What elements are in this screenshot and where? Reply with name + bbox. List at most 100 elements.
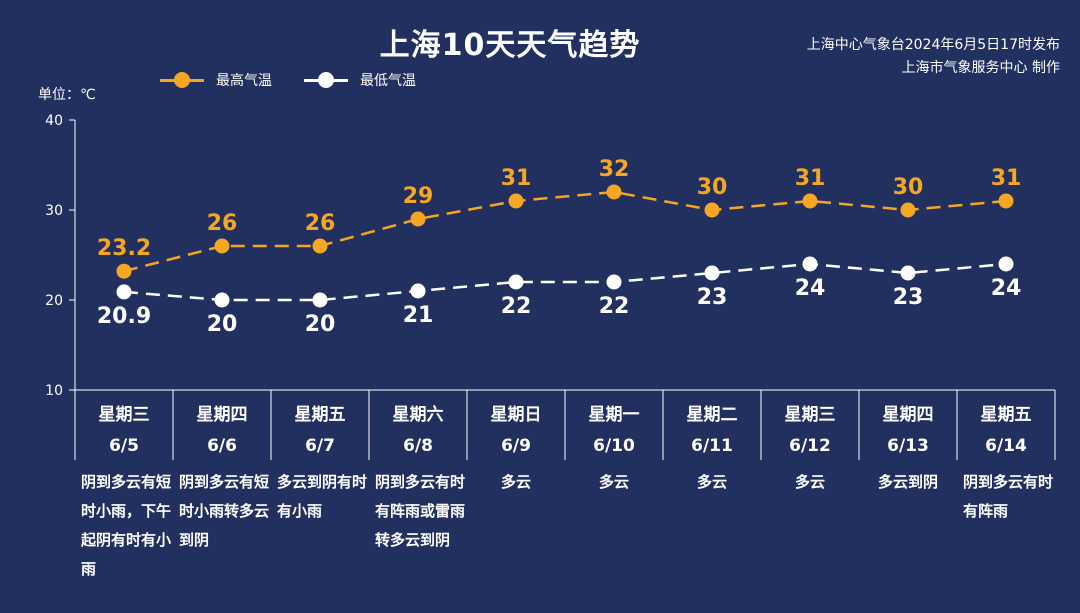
weather-description: 多云	[794, 473, 825, 491]
day-column: 星期一 6/10 多云	[565, 398, 663, 497]
weekday-label: 星期六	[392, 405, 444, 425]
weather-description: 阴到多云有短时小雨，下午起阴有时有小雨	[81, 473, 172, 578]
high-temp-point	[508, 193, 524, 209]
high-temp-label: 29	[403, 184, 434, 209]
date-label: 6/10	[593, 436, 635, 456]
high-temp-point	[606, 184, 622, 200]
weather-description: 阴到多云有短时小雨转多云到阴	[179, 473, 270, 549]
weather-description: 多云	[696, 473, 727, 491]
weekday-label: 星期日	[490, 405, 542, 425]
high-temp-label: 32	[599, 157, 630, 182]
date-label: 6/12	[789, 436, 831, 456]
source-line-1: 上海中心气象台2024年6月5日17时发布	[806, 37, 1060, 53]
low-temp-label: 23	[697, 285, 728, 310]
date-label: 6/7	[305, 436, 335, 456]
day-column: 星期四 6/13 多云到阴	[859, 398, 957, 497]
legend-item-high: 最高气温	[160, 70, 272, 90]
low-temp-point	[900, 265, 916, 281]
day-column: 星期三 6/5 阴到多云有短时小雨，下午起阴有时有小雨	[75, 398, 173, 584]
weekday-label: 星期一	[588, 405, 640, 425]
date-label: 6/9	[501, 436, 531, 456]
high-temp-line	[123, 190, 1007, 273]
low-temp-label: 24	[991, 276, 1022, 301]
source-info: 上海中心气象台2024年6月5日17时发布 上海市气象服务中心 制作	[807, 34, 1060, 80]
high-temp-point	[116, 263, 132, 279]
date-label: 6/11	[691, 436, 733, 456]
date-label: 6/8	[403, 436, 433, 456]
y-tick-label: 40	[45, 113, 63, 129]
legend-low-label: 最低气温	[360, 73, 416, 89]
high-temp-label: 26	[305, 211, 336, 236]
low-temp-label: 24	[795, 276, 826, 301]
y-tick-label: 20	[45, 293, 63, 309]
weekday-label: 星期四	[196, 405, 248, 425]
weekday-label: 星期五	[980, 405, 1032, 425]
day-column: 星期六 6/8 阴到多云有时有阵雨或雷雨转多云到阴	[369, 398, 467, 555]
low-temp-line	[123, 262, 1007, 302]
high-temp-label: 31	[795, 166, 826, 191]
high-temp-point	[312, 238, 328, 254]
day-column: 星期五 6/7 多云到阴有时有小雨	[271, 398, 369, 526]
low-temp-point	[606, 274, 622, 290]
low-temp-label: 22	[599, 294, 630, 319]
weekday-label: 星期五	[294, 405, 346, 425]
high-temp-point	[704, 202, 720, 218]
low-temp-label: 20	[207, 312, 238, 337]
low-temp-label: 23	[893, 285, 924, 310]
legend-item-low: 最低气温	[304, 70, 416, 90]
low-temp-point	[116, 284, 132, 300]
low-temp-point	[312, 292, 328, 308]
source-line-2: 上海市气象服务中心 制作	[901, 60, 1060, 76]
low-temp-point	[214, 292, 230, 308]
unit-label: 单位：℃	[38, 87, 96, 103]
low-temp-point	[802, 256, 818, 272]
low-temp-label: 20.9	[97, 304, 151, 329]
low-temp-label: 20	[305, 312, 336, 337]
high-temp-point	[214, 238, 230, 254]
legend-high-label: 最高气温	[216, 73, 272, 89]
weather-description: 多云到阴有时有小雨	[277, 473, 368, 520]
legend-low-swatch-icon	[304, 70, 348, 90]
high-temp-label: 30	[893, 175, 924, 200]
date-label: 6/14	[985, 436, 1027, 456]
date-label: 6/5	[109, 436, 139, 456]
high-temp-label: 30	[697, 175, 728, 200]
y-tick-label: 30	[45, 203, 63, 219]
high-temp-point	[998, 193, 1014, 209]
weekday-label: 星期三	[98, 405, 150, 425]
chart-title: 上海10天天气趋势	[379, 28, 641, 63]
high-temp-label: 23.2	[97, 236, 151, 261]
weekday-label: 星期三	[784, 405, 836, 425]
high-temp-point	[410, 211, 426, 227]
date-label: 6/13	[887, 436, 929, 456]
high-temp-point	[900, 202, 916, 218]
legend-high-swatch-icon	[160, 70, 204, 90]
low-temp-point	[508, 274, 524, 290]
weather-description: 阴到多云有时有阵雨	[963, 473, 1054, 520]
high-temp-label: 31	[991, 166, 1022, 191]
weather-description: 阴到多云有时有阵雨或雷雨转多云到阴	[375, 473, 466, 549]
y-tick-label: 10	[45, 383, 63, 399]
high-temp-label: 26	[207, 211, 238, 236]
low-temp-label: 21	[403, 303, 434, 328]
low-temp-point	[704, 265, 720, 281]
high-temp-point	[802, 193, 818, 209]
date-label: 6/6	[207, 436, 237, 456]
day-column: 星期三 6/12 多云	[761, 398, 859, 497]
day-column: 星期日 6/9 多云	[467, 398, 565, 497]
weather-description: 多云到阴	[877, 473, 938, 491]
weather-description: 多云	[500, 473, 531, 491]
day-column: 星期四 6/6 阴到多云有短时小雨转多云到阴	[173, 398, 271, 555]
low-temp-point	[998, 256, 1014, 272]
weekday-label: 星期四	[882, 405, 934, 425]
day-column: 星期二 6/11 多云	[663, 398, 761, 497]
day-column: 星期五 6/14 阴到多云有时有阵雨	[957, 398, 1055, 526]
low-temp-label: 22	[501, 294, 532, 319]
weather-description: 多云	[598, 473, 629, 491]
low-temp-point	[410, 283, 426, 299]
legend: 最高气温 最低气温	[160, 70, 448, 90]
weekday-label: 星期二	[686, 405, 738, 425]
high-temp-label: 31	[501, 166, 532, 191]
